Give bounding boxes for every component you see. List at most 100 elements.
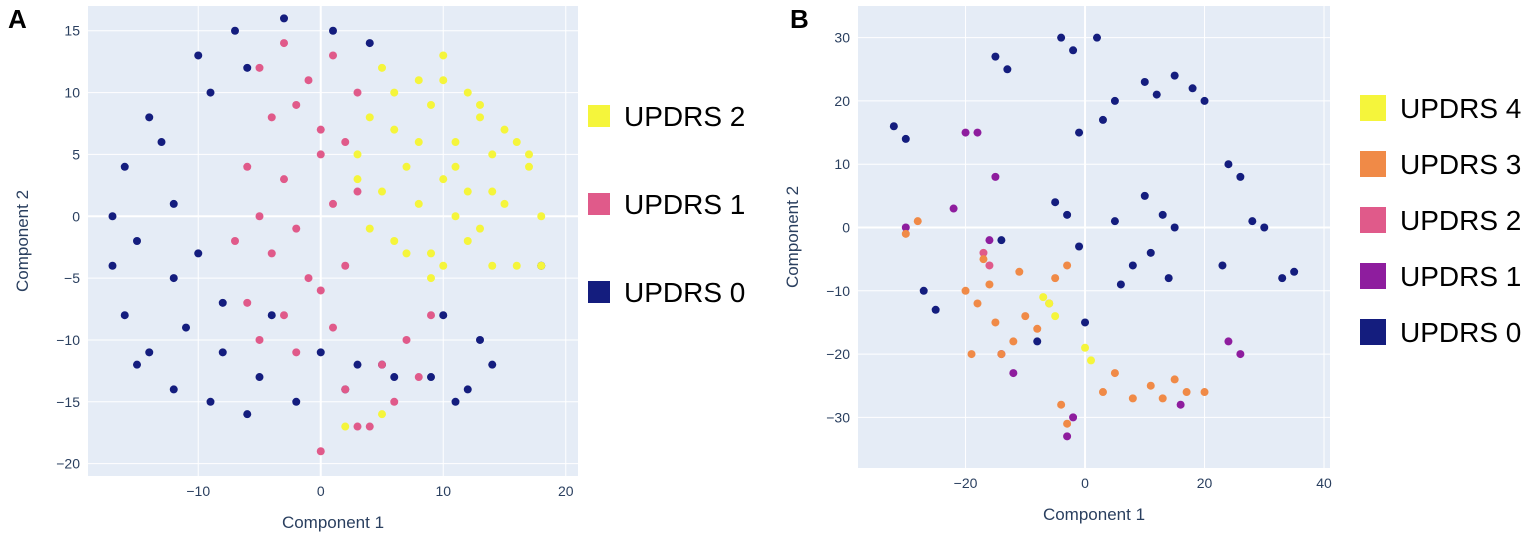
data-point — [463, 237, 472, 245]
y-tick-label: −15 — [56, 394, 80, 410]
data-point — [439, 51, 448, 60]
data-point — [973, 299, 982, 308]
data-point — [292, 348, 301, 357]
data-point — [1081, 318, 1090, 327]
data-point — [1009, 369, 1018, 378]
data-point — [919, 286, 928, 295]
data-point — [255, 373, 264, 382]
data-point — [1110, 217, 1119, 226]
data-point — [365, 224, 374, 233]
legend-label: UPDRS 4 — [1400, 93, 1521, 124]
data-point — [1075, 128, 1084, 137]
x-axis-title: Component 1 — [282, 513, 384, 532]
data-point — [133, 237, 141, 245]
data-point — [280, 39, 288, 48]
panel-letter-a: A — [8, 4, 27, 34]
data-point — [255, 335, 264, 344]
data-point — [512, 261, 521, 270]
data-point — [427, 311, 435, 320]
data-point — [390, 373, 399, 382]
data-point — [1140, 77, 1149, 86]
data-point — [512, 138, 521, 147]
data-point — [525, 162, 533, 171]
data-point — [488, 261, 497, 270]
data-point — [439, 261, 448, 270]
x-axis-title: Component 1 — [1043, 505, 1145, 524]
data-point — [1236, 172, 1245, 181]
data-point — [463, 385, 472, 394]
y-tick-label: −10 — [56, 332, 80, 348]
y-tick-label: 10 — [64, 85, 80, 101]
data-point — [169, 274, 178, 283]
y-tick-label: −20 — [826, 346, 850, 362]
data-point — [973, 128, 982, 137]
data-point — [985, 261, 994, 270]
data-point — [1063, 419, 1072, 428]
y-tick-label: 5 — [72, 146, 80, 162]
data-point — [1092, 33, 1101, 42]
data-point — [961, 286, 970, 295]
x-tick-label: −10 — [186, 483, 210, 499]
data-point — [341, 385, 350, 394]
data-point — [1063, 432, 1072, 441]
y-tick-label: −5 — [64, 270, 80, 286]
data-point — [255, 212, 264, 221]
data-point — [931, 305, 940, 314]
data-point — [414, 138, 423, 147]
y-tick-label: 20 — [834, 93, 850, 109]
data-point — [316, 125, 325, 134]
data-point — [353, 422, 362, 431]
data-point — [985, 280, 994, 289]
data-point — [414, 373, 423, 382]
data-point — [1098, 388, 1107, 397]
data-point — [476, 100, 484, 109]
data-point — [329, 323, 337, 332]
data-point — [991, 52, 1000, 61]
data-point — [967, 350, 976, 359]
data-point — [231, 237, 239, 245]
legend-label: UPDRS 0 — [624, 277, 745, 308]
data-point — [488, 360, 497, 369]
data-point — [292, 224, 301, 233]
data-point — [476, 224, 484, 233]
data-point — [500, 199, 509, 208]
data-point — [108, 212, 117, 221]
data-point — [378, 410, 386, 419]
legend-swatch — [1360, 319, 1386, 345]
data-point — [304, 274, 313, 283]
plot-area — [88, 6, 578, 476]
legend-swatch — [1360, 95, 1386, 121]
data-point — [476, 335, 484, 344]
data-point — [267, 311, 276, 320]
legend-swatch — [1360, 263, 1386, 289]
legend-swatch — [1360, 151, 1386, 177]
data-point — [1110, 369, 1119, 378]
legend-swatch — [1360, 207, 1386, 233]
x-tick-label: 0 — [317, 483, 325, 499]
data-point — [365, 422, 374, 431]
x-tick-label: 20 — [558, 483, 574, 499]
data-point — [889, 122, 898, 131]
data-point — [997, 236, 1006, 245]
data-point — [353, 187, 362, 196]
data-point — [243, 298, 252, 307]
data-point — [365, 113, 374, 122]
data-point — [390, 125, 399, 134]
data-point — [145, 113, 154, 122]
chart-panel-0: −10 0 10 20 −20 −15 −10 −5 0 5 10 15 Component 1 Comp… — [13, 6, 745, 532]
y-tick-label: 0 — [72, 208, 80, 224]
data-point — [1003, 65, 1012, 74]
data-point — [1290, 267, 1299, 276]
data-point — [231, 26, 239, 35]
data-point — [194, 51, 203, 60]
data-point — [1176, 400, 1185, 409]
data-point — [991, 318, 1000, 327]
x-tick-label: 20 — [1197, 475, 1213, 491]
legend-swatch — [588, 281, 610, 303]
data-point — [901, 229, 910, 238]
data-point — [1069, 413, 1078, 422]
data-point — [1075, 242, 1084, 251]
data-point — [194, 249, 203, 258]
legend-swatch — [588, 105, 610, 127]
data-point — [1224, 160, 1233, 169]
